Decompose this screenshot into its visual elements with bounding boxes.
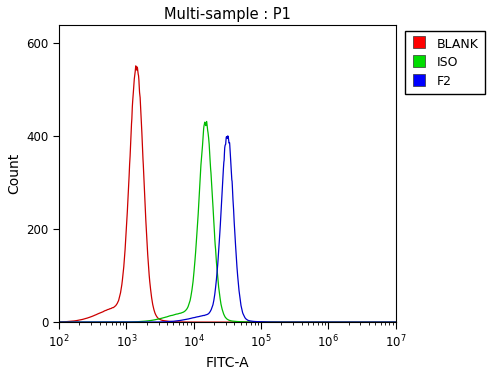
X-axis label: FITC-A: FITC-A: [206, 356, 249, 370]
Legend: BLANK, ISO, F2: BLANK, ISO, F2: [405, 31, 485, 94]
Y-axis label: Count: Count: [7, 153, 21, 194]
Title: Multi-sample : P1: Multi-sample : P1: [164, 7, 291, 22]
